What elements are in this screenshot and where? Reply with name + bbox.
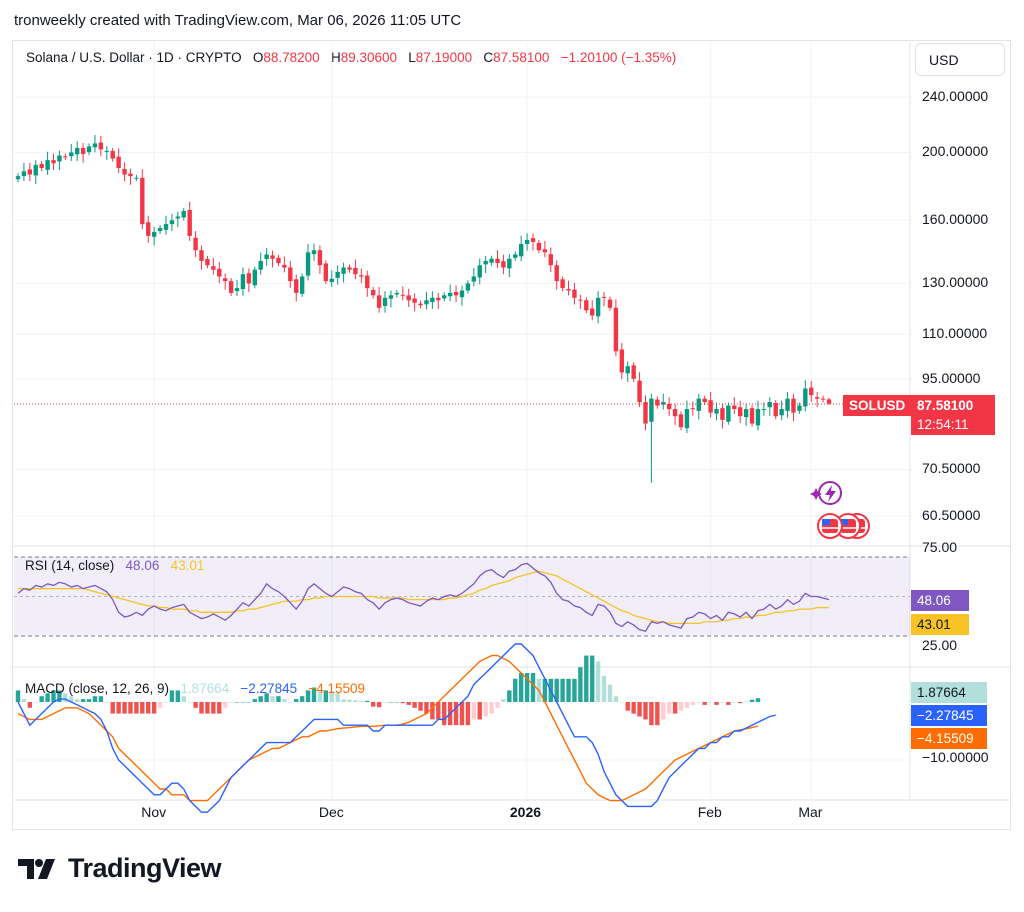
time-axis-label: 2026 [509,804,542,820]
symbol-tag: SOLUSD [843,395,912,416]
currency-button[interactable]: USD [915,43,1005,76]
time-axis-label: Mar [798,804,823,820]
macd-signal-value: −4.15509 [308,681,366,696]
price-axis-label: 240.00000 [922,88,989,104]
high-value: 89.30600 [340,50,397,65]
macd-signal-tag: −4.15509 [911,728,987,749]
close-value: 87.58100 [493,50,550,65]
close-label: C [483,50,494,65]
rsi-legend: RSI (14, close) 48.06 43.01 [25,558,204,573]
time-axis-label: Nov [141,804,167,820]
symbol-name: Solana / U.S. Dollar · 1D · CRYPTO [26,50,242,65]
last-price-tag: 87.58100 [911,395,995,416]
change-value: −1.20100 (−1.35%) [560,50,677,65]
price-axis-label: 200.00000 [922,143,989,160]
rsi-axis-bottom: 25.00 [922,637,958,653]
rsi-ma-tag: 43.01 [911,614,969,635]
macd-hist-tag: 1.87664 [911,682,987,703]
macd-axis-label: −10.00000 [922,749,989,765]
time-axis-label: Dec [318,804,344,820]
rsi-ma-value: 43.01 [170,558,205,573]
chart-frame [12,40,1011,830]
tradingview-logo-icon [18,858,55,879]
open-label: O [252,50,264,65]
open-value: 88.78200 [263,50,320,65]
macd-legend: MACD (close, 12, 26, 9) 1.87664 −2.27845… [25,681,365,696]
price-axis-label: 70.50000 [922,460,981,477]
macd-line-tag: −2.27845 [911,705,987,726]
price-axis-label: 110.00000 [922,325,988,342]
chart-header: tronweekly created with TradingView.com,… [14,12,462,29]
rsi-axis-top: 75.00 [922,539,958,555]
rsi-value: 48.06 [125,558,160,573]
low-label: L [408,50,416,65]
price-axis-label: 160.00000 [922,211,989,228]
macd-line-value: −2.27845 [240,681,298,696]
low-value: 87.19000 [415,50,473,65]
high-label: H [330,50,341,65]
time-axis-label: Feb [697,804,722,820]
macd-title: MACD (close, 12, 26, 9) [25,681,170,696]
rsi-value-tag: 48.06 [911,590,969,611]
countdown-tag: 12:54:11 [911,414,995,435]
rsi-title: RSI (14, close) [25,558,115,573]
price-axis-label: 95.00000 [922,369,981,386]
brand-name: TradingView [68,853,222,883]
price-axis-label: 130.00000 [922,274,989,291]
tradingview-brand: TradingView [18,853,222,884]
macd-hist-value: 1.87664 [180,681,230,696]
price-axis-label: 60.50000 [922,507,981,523]
symbol-legend: Solana / U.S. Dollar · 1D · CRYPTO O88.7… [26,50,676,65]
